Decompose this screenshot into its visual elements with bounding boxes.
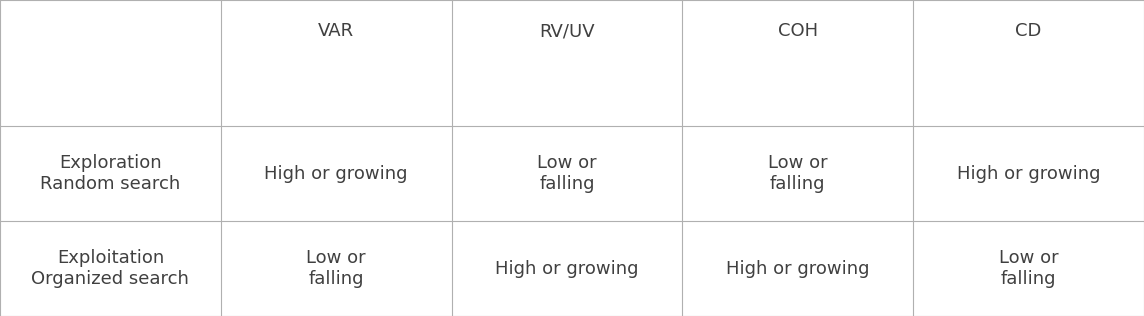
Text: High or growing: High or growing [726, 260, 869, 277]
Text: High or growing: High or growing [956, 165, 1101, 183]
Text: Exploration
Random search: Exploration Random search [40, 155, 181, 193]
Text: Exploitation
Organized search: Exploitation Organized search [31, 249, 190, 288]
Text: RV/UV: RV/UV [539, 22, 595, 40]
Text: CD: CD [1015, 22, 1041, 40]
Text: High or growing: High or growing [264, 165, 408, 183]
Text: VAR: VAR [318, 22, 355, 40]
Text: Low or
falling: Low or falling [768, 155, 827, 193]
Text: Low or
falling: Low or falling [999, 249, 1058, 288]
Text: COH: COH [778, 22, 818, 40]
Text: Low or
falling: Low or falling [537, 155, 597, 193]
Text: Low or
falling: Low or falling [307, 249, 366, 288]
Text: High or growing: High or growing [495, 260, 638, 277]
